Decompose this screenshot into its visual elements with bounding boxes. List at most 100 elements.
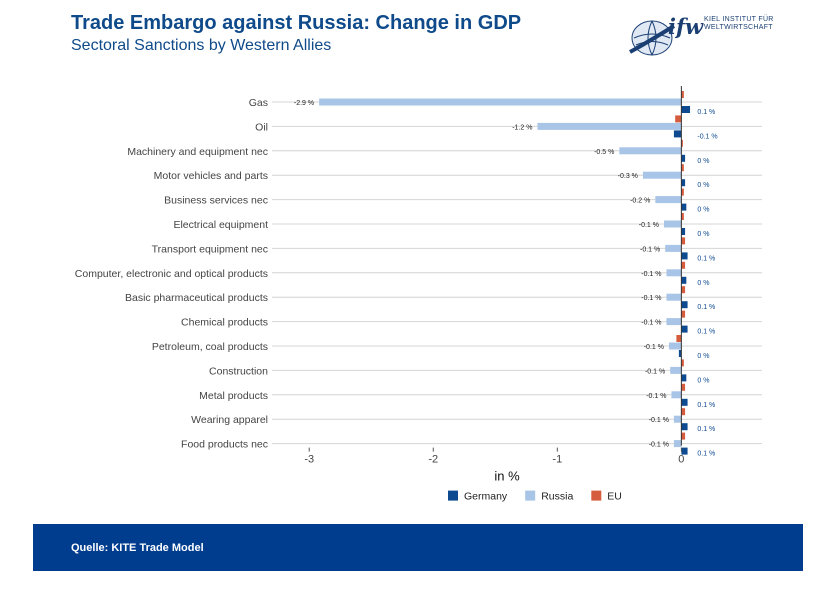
category-label: Chemical products [181,317,268,329]
bar-russia [668,342,682,350]
category-label: Construction [209,365,268,377]
bar-eu [681,432,686,440]
bar-germany [681,179,686,187]
data-label-germany: 0 % [697,353,709,360]
data-label-germany: -0.1 % [697,133,717,140]
data-label-russia: -0.1 % [639,222,659,229]
bar-germany [681,276,687,284]
category-label: Computer, electronic and optical product… [75,268,268,280]
x-tick-label: -1 [552,454,562,466]
x-tick-label: 0 [678,454,684,466]
data-label-russia: -0.1 % [641,271,661,278]
bar-eu [681,310,686,318]
data-label-russia: -0.1 % [645,368,665,375]
data-label-germany: 0 % [697,207,709,214]
data-label-germany: 0 % [697,231,709,238]
category-label: Petroleum, coal products [152,341,268,353]
data-label-russia: -0.1 % [649,442,669,449]
bar-eu [681,139,683,147]
bar-eu [681,261,686,269]
gdp-bar-chart: Gas -2.9 % 0.1 % Oil -1.2 % -0.1 % Machinery a… [75,86,762,503]
bar-germany [681,301,688,309]
category-label: Oil [255,121,268,133]
bar-germany [681,325,688,333]
data-label-germany: 0.1 % [697,304,715,311]
x-axis-label: in % [494,469,520,484]
category-label: Motor vehicles and parts [154,170,268,182]
bar-russia [665,244,682,252]
bar-eu [681,213,684,220]
category-label: Machinery and equipment nec [127,146,268,158]
data-label-russia: -0.1 % [641,320,661,327]
bar-germany [681,228,686,235]
bar-eu [681,91,684,98]
bar-eu [681,164,684,172]
bar-germany [681,203,687,211]
bar-russia [655,196,682,204]
legend-label: Russia [541,491,573,503]
data-label-russia: -2.9 % [294,100,314,107]
bar-eu [681,359,684,367]
data-label-russia: -0.5 % [594,149,614,156]
bar-eu [675,115,682,123]
data-label-germany: 0 % [697,377,709,384]
category-label: Electrical equipment [173,219,268,231]
bar-germany [681,423,688,431]
category-label: Food products nec [181,439,268,451]
data-label-russia: -0.2 % [630,198,650,205]
bar-russia [666,269,682,277]
data-label-russia: -0.3 % [618,173,638,180]
bar-eu [676,335,682,342]
category-label: Metal products [199,390,268,402]
bar-russia [666,318,682,326]
bar-germany [681,106,691,113]
chart-title: Trade Embargo against Russia: Change in … [71,12,522,34]
data-label-russia: -0.1 % [646,393,666,400]
bar-russia [670,366,682,374]
bar-russia [537,122,682,130]
ifw-logo: ifw KIEL INSTITUT FÜR WELTWIRTSCHAFT [628,10,778,58]
data-label-russia: -0.1 % [640,246,660,253]
bar-germany [681,398,688,406]
data-label-germany: 0.1 % [697,255,715,262]
legend-label: EU [607,491,622,503]
bar-russia [642,171,682,179]
legend-swatch [525,490,536,501]
logo-line-2: WELTWIRTSCHAFT [704,24,773,31]
bar-russia [319,98,682,106]
bar-germany [681,447,688,455]
bar-eu [681,383,686,391]
bar-germany [673,130,682,138]
data-label-russia: -0.1 % [641,295,661,302]
category-label: Basic pharmaceutical products [125,292,268,304]
data-label-germany: 0 % [697,158,709,165]
legend-swatch [591,490,602,501]
bar-eu [681,286,686,294]
data-label-russia: -0.1 % [649,417,669,424]
bar-russia [666,293,682,301]
data-label-germany: 0 % [697,280,709,287]
bar-russia [664,220,682,228]
x-tick-label: -2 [428,454,438,466]
logo-line-1: KIEL INSTITUT FÜR [704,16,774,23]
logo-wordmark: ifw [668,14,704,39]
data-label-russia: -1.2 % [512,124,532,131]
bar-germany [681,154,686,162]
footer-bar: Quelle: KITE Trade Model [33,524,803,571]
bar-germany [681,374,687,382]
data-label-germany: 0 % [697,182,709,189]
x-tick-label: -3 [304,454,314,466]
bar-russia [673,440,682,448]
category-label: Business services nec [164,195,268,207]
category-label: Gas [249,97,268,109]
bar-germany [681,252,688,260]
bar-eu [681,237,686,245]
bar-russia [619,147,682,155]
category-label: Wearing apparel [191,414,268,426]
bar-russia [671,391,682,399]
data-label-germany: 0.1 % [697,426,715,433]
data-label-germany: 0.1 % [697,329,715,336]
data-label-germany: 0.1 % [697,109,715,116]
bar-germany [678,350,682,357]
bar-eu [681,408,686,416]
